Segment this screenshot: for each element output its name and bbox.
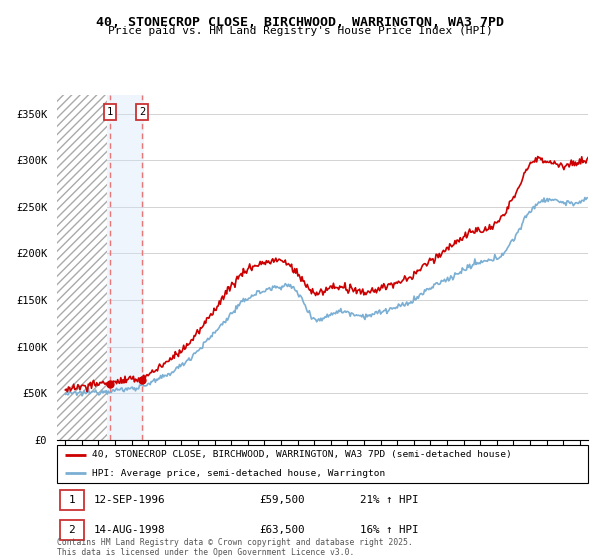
Text: £63,500: £63,500 — [259, 525, 304, 535]
Bar — [59, 520, 83, 540]
Text: Contains HM Land Registry data © Crown copyright and database right 2025.
This d: Contains HM Land Registry data © Crown c… — [57, 538, 413, 557]
Bar — [57, 95, 107, 440]
Text: 12-SEP-1996: 12-SEP-1996 — [94, 495, 166, 505]
Bar — [59, 490, 83, 510]
Text: 40, STONECROP CLOSE, BIRCHWOOD, WARRINGTON, WA3 7PD (semi-detached house): 40, STONECROP CLOSE, BIRCHWOOD, WARRINGT… — [92, 450, 511, 459]
Text: 2: 2 — [68, 525, 75, 535]
Text: 2: 2 — [139, 107, 145, 117]
Text: Price paid vs. HM Land Registry's House Price Index (HPI): Price paid vs. HM Land Registry's House … — [107, 26, 493, 36]
Text: 1: 1 — [107, 107, 113, 117]
Text: 14-AUG-1998: 14-AUG-1998 — [94, 525, 166, 535]
Text: HPI: Average price, semi-detached house, Warrington: HPI: Average price, semi-detached house,… — [92, 469, 385, 478]
Text: 40, STONECROP CLOSE, BIRCHWOOD, WARRINGTON, WA3 7PD: 40, STONECROP CLOSE, BIRCHWOOD, WARRINGT… — [96, 16, 504, 29]
Text: 1: 1 — [68, 495, 75, 505]
Bar — [107, 95, 143, 440]
Text: 21% ↑ HPI: 21% ↑ HPI — [359, 495, 418, 505]
Text: £59,500: £59,500 — [259, 495, 304, 505]
Text: 16% ↑ HPI: 16% ↑ HPI — [359, 525, 418, 535]
